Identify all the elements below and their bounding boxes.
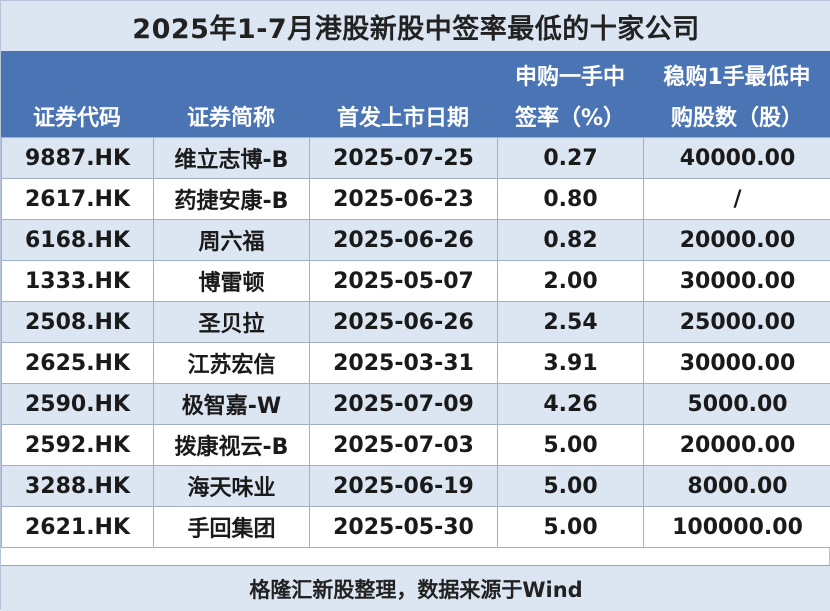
ipo-table: 9887.HK 维立志博-B 2025-07-25 0.27 40000.00 …	[1, 137, 830, 548]
cell-date: 2025-05-07	[310, 261, 498, 302]
cell-shares: 20000.00	[644, 220, 830, 261]
table-header: 证券代码 证券简称 首发上市日期 申购一手中 签率（%） 稳购1手最低申 购股数…	[1, 51, 830, 137]
header-shares-line1: 稳购1手最低申	[643, 59, 830, 91]
table-row: 2590.HK 极智嘉-W 2025-07-09 4.26 5000.00	[2, 384, 830, 425]
header-date: 首发上市日期	[309, 51, 497, 137]
cell-shares: 25000.00	[644, 302, 830, 343]
cell-code: 2617.HK	[2, 179, 154, 220]
cell-rate: 5.00	[498, 466, 644, 507]
cell-shares: 100000.00	[644, 507, 830, 548]
cell-rate: 2.54	[498, 302, 644, 343]
header-rate: 申购一手中 签率（%）	[497, 51, 643, 137]
table-row: 2592.HK 拨康视云-B 2025-07-03 5.00 20000.00	[2, 425, 830, 466]
cell-rate: 0.27	[498, 138, 644, 179]
header-name: 证券简称	[153, 51, 309, 137]
header-code-line2: 证券代码	[1, 100, 153, 132]
table-row: 3288.HK 海天味业 2025-06-19 5.00 8000.00	[2, 466, 830, 507]
cell-code: 2625.HK	[2, 343, 154, 384]
cell-name: 手回集团	[154, 507, 310, 548]
header-rate-line1: 申购一手中	[497, 59, 643, 91]
cell-date: 2025-07-03	[310, 425, 498, 466]
cell-code: 1333.HK	[2, 261, 154, 302]
cell-date: 2025-06-26	[310, 302, 498, 343]
cell-name: 博雷顿	[154, 261, 310, 302]
cell-date: 2025-03-31	[310, 343, 498, 384]
table-row: 6168.HK 周六福 2025-06-26 0.82 20000.00	[2, 220, 830, 261]
cell-rate: 0.80	[498, 179, 644, 220]
cell-shares: /	[644, 179, 830, 220]
cell-name: 海天味业	[154, 466, 310, 507]
cell-name: 拨康视云-B	[154, 425, 310, 466]
cell-shares: 30000.00	[644, 261, 830, 302]
cell-rate: 3.91	[498, 343, 644, 384]
cell-shares: 20000.00	[644, 425, 830, 466]
cell-shares: 30000.00	[644, 343, 830, 384]
cell-rate: 4.26	[498, 384, 644, 425]
cell-date: 2025-06-26	[310, 220, 498, 261]
cell-name: 维立志博-B	[154, 138, 310, 179]
header-shares-line2: 购股数（股）	[643, 100, 830, 132]
table-title: 2025年1-7月港股新股中签率最低的十家公司	[1, 1, 830, 52]
table-row: 2621.HK 手回集团 2025-05-30 5.00 100000.00	[2, 507, 830, 548]
cell-code: 2590.HK	[2, 384, 154, 425]
header-name-line2: 证券简称	[153, 100, 309, 132]
cell-shares: 5000.00	[644, 384, 830, 425]
source-footnote: 格隆汇新股整理，数据来源于Wind	[1, 565, 830, 611]
cell-name: 圣贝拉	[154, 302, 310, 343]
table-row: 2617.HK 药捷安康-B 2025-06-23 0.80 /	[2, 179, 830, 220]
table-row: 1333.HK 博雷顿 2025-05-07 2.00 30000.00	[2, 261, 830, 302]
cell-name: 江苏宏信	[154, 343, 310, 384]
cell-rate: 2.00	[498, 261, 644, 302]
table-row: 2508.HK 圣贝拉 2025-06-26 2.54 25000.00	[2, 302, 830, 343]
cell-name: 周六福	[154, 220, 310, 261]
cell-date: 2025-07-09	[310, 384, 498, 425]
cell-date: 2025-07-25	[310, 138, 498, 179]
cell-shares: 40000.00	[644, 138, 830, 179]
cell-rate: 5.00	[498, 425, 644, 466]
table-row: 2625.HK 江苏宏信 2025-03-31 3.91 30000.00	[2, 343, 830, 384]
header-code: 证券代码	[1, 51, 153, 137]
cell-code: 2592.HK	[2, 425, 154, 466]
cell-name: 药捷安康-B	[154, 179, 310, 220]
table-row: 9887.HK 维立志博-B 2025-07-25 0.27 40000.00	[2, 138, 830, 179]
cell-date: 2025-06-23	[310, 179, 498, 220]
cell-code: 3288.HK	[2, 466, 154, 507]
cell-date: 2025-06-19	[310, 466, 498, 507]
cell-code: 6168.HK	[2, 220, 154, 261]
cell-rate: 0.82	[498, 220, 644, 261]
cell-code: 2508.HK	[2, 302, 154, 343]
cell-code: 2621.HK	[2, 507, 154, 548]
header-date-line2: 首发上市日期	[309, 100, 497, 132]
cell-name: 极智嘉-W	[154, 384, 310, 425]
header-shares: 稳购1手最低申 购股数（股）	[643, 51, 830, 137]
cell-code: 9887.HK	[2, 138, 154, 179]
cell-shares: 8000.00	[644, 466, 830, 507]
header-rate-line2: 签率（%）	[497, 100, 643, 132]
cell-rate: 5.00	[498, 507, 644, 548]
cell-date: 2025-05-30	[310, 507, 498, 548]
